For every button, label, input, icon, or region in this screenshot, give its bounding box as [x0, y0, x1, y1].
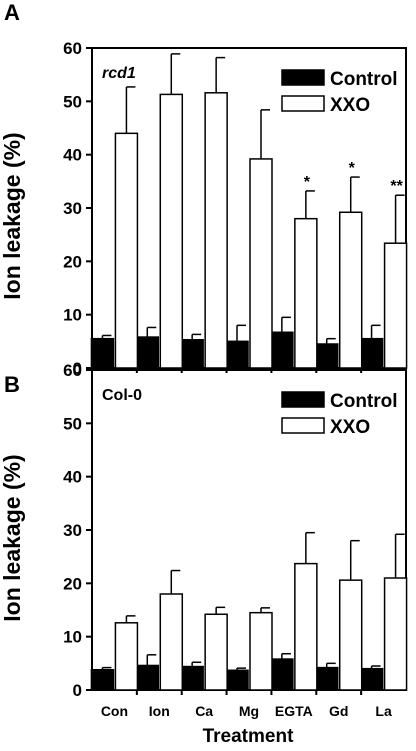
bar-xxo-egta	[294, 217, 318, 369]
y-tick-label: 10	[63, 306, 82, 325]
bar-xxo-ca	[204, 613, 228, 691]
bar-xxo-la	[383, 577, 408, 691]
bar-control-ca	[180, 338, 204, 369]
bar-control-con	[90, 337, 115, 369]
legend-label-control: Control	[330, 69, 398, 90]
x-tick-label: Gd	[329, 703, 348, 719]
y-tick-label: 60	[63, 361, 82, 380]
x-axis-title: Treatment	[203, 726, 294, 747]
bar-control-mg	[225, 340, 249, 369]
y-tick-label: 20	[63, 252, 82, 271]
bar-xxo-con	[114, 132, 139, 369]
y-axis-title: Ion leakage (%)	[0, 132, 25, 299]
significance-mark: **	[390, 178, 403, 195]
bar-xxo-ca	[204, 92, 228, 369]
bar-control-mg	[225, 669, 249, 691]
x-tick-label: Ion	[149, 703, 170, 719]
y-tick-label: 0	[73, 681, 82, 700]
legend-label-xxo: XXO	[330, 95, 370, 116]
bar-xxo-ion	[159, 593, 184, 691]
bar-control-egta	[270, 658, 294, 691]
bar-control-con	[90, 668, 115, 691]
panel-b: B Ion leakage (%) 0 10 20 30 40 50 60 Con Ion Ca Mg E…	[0, 361, 408, 719]
bar-control-gd	[314, 666, 339, 691]
bar-xxo-con	[114, 622, 139, 691]
panel-letter: B	[4, 372, 20, 397]
y-tick-label: 30	[63, 521, 82, 540]
significance-mark: *	[349, 160, 356, 177]
x-tick-label: Ca	[195, 703, 213, 719]
x-tick-label: Con	[101, 703, 128, 719]
x-tick-label: EGTA	[275, 703, 313, 719]
legend-swatch-control	[281, 69, 325, 86]
bar-control-la	[359, 667, 384, 691]
bar-xxo-mg	[249, 158, 273, 369]
significance-mark: *	[304, 174, 311, 191]
bar-control-gd	[314, 343, 339, 369]
y-tick-label: 0	[73, 359, 82, 378]
y-tick-label: 60	[63, 39, 82, 58]
legend-swatch-xxo	[281, 417, 325, 434]
legend-swatch-xxo	[281, 95, 325, 112]
bar-xxo-la	[383, 242, 408, 369]
legend-label-control: Control	[330, 391, 398, 412]
bar-control-ca	[180, 665, 204, 691]
bar-xxo-ion	[159, 93, 184, 369]
y-tick-label: 50	[63, 414, 82, 433]
x-tick-label: Mg	[239, 703, 259, 719]
bar-xxo-gd	[338, 211, 363, 369]
y-tick-label: 50	[63, 92, 82, 111]
legend-label-xxo: XXO	[330, 417, 370, 438]
y-tick-label: 40	[63, 146, 82, 165]
y-tick-label: 20	[63, 574, 82, 593]
legend-swatch-control	[281, 391, 325, 408]
bar-control-ion	[135, 664, 160, 691]
y-axis-title: Ion leakage (%)	[0, 454, 25, 621]
bar-control-la	[359, 337, 384, 369]
bar-xxo-egta	[294, 562, 318, 691]
y-tick-label: 40	[63, 468, 82, 487]
bar-control-ion	[135, 336, 160, 369]
panel-label: Col-0	[102, 387, 142, 404]
bar-control-egta	[270, 331, 294, 369]
panel-label: rcd1	[102, 65, 136, 82]
bar-xxo-gd	[338, 579, 363, 691]
bar-xxo-mg	[249, 611, 273, 691]
y-tick-label: 30	[63, 199, 82, 218]
x-tick-label: La	[375, 703, 392, 719]
y-tick-label: 10	[63, 628, 82, 647]
panel-letter: A	[4, 0, 20, 25]
